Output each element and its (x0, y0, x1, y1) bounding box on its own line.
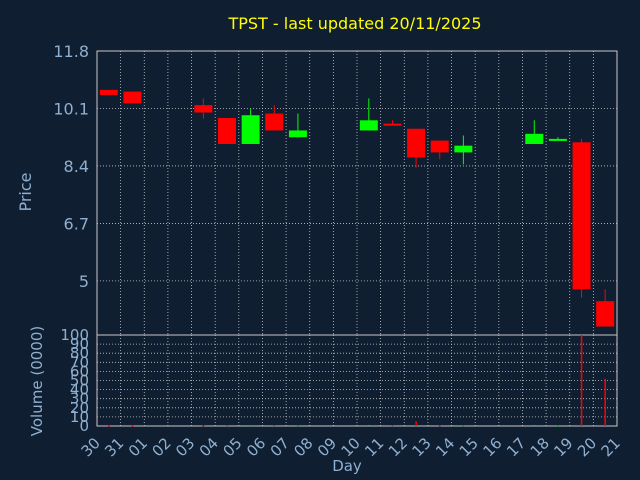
price-grid (96, 50, 618, 336)
candle-body (383, 123, 402, 126)
candlestick (572, 138, 591, 298)
volume-y-tick-label: 70 (70, 353, 89, 371)
candlestick (265, 105, 284, 131)
candle-body (548, 138, 567, 141)
candle-body (194, 105, 213, 113)
candle-body (288, 130, 307, 138)
volume-bar (462, 425, 465, 427)
price-y-tick-label: 10.1 (53, 99, 89, 118)
candlestick (407, 128, 426, 168)
volume-y-tick-label: 90 (70, 335, 89, 353)
price-y-tick-label: 11.8 (53, 42, 89, 61)
volume-y-tick-label: 40 (70, 381, 89, 399)
candle-body (454, 145, 473, 153)
volume-y-tick-label: 10 (70, 408, 89, 426)
candlestick (359, 98, 378, 131)
chart-title: TPST - last updated 20/11/2025 (227, 14, 481, 33)
price-y-tick-label: 6.7 (64, 214, 89, 233)
price-y-tick-label: 5 (79, 272, 89, 291)
volume-axis-label: Volume (0000) (28, 326, 46, 436)
volume-bar (108, 425, 110, 427)
x-axis-label: Day (332, 457, 362, 475)
volume-bar (202, 425, 205, 427)
volume-bar (438, 425, 441, 427)
candlestick (123, 91, 142, 104)
candle-body (265, 113, 284, 131)
candle-body (572, 142, 591, 290)
volume-y-tick-label: 50 (70, 372, 89, 390)
volume-bar (368, 425, 370, 427)
candle-body (596, 301, 615, 327)
volume-bar (391, 425, 394, 427)
volume-y-tick-label: 80 (70, 344, 89, 362)
candle-body (218, 117, 236, 144)
volume-y-tick-label: 30 (70, 390, 89, 408)
candlestick (548, 137, 567, 141)
candle-body (525, 133, 544, 144)
volume-y-tick-label: 100 (60, 326, 89, 344)
candle-body (241, 115, 260, 144)
candlestick (241, 108, 260, 144)
candlestick (596, 289, 615, 327)
candlestick (454, 135, 473, 165)
volume-bar (415, 421, 417, 426)
candle-body (359, 120, 378, 131)
volume-bar (273, 425, 276, 427)
volume-bar (131, 425, 134, 427)
candlestick (218, 117, 236, 144)
volume-bar (580, 335, 583, 426)
volume-bar (533, 425, 536, 427)
volume-bar (226, 425, 228, 427)
candlestick (288, 113, 307, 138)
candlestick (383, 120, 402, 126)
volume-bar (297, 425, 299, 427)
volume-y-tick-label: 20 (70, 399, 89, 417)
candle-body (123, 91, 142, 104)
price-y-tick-label: 8.4 (64, 157, 89, 176)
price-axis-label: Price (16, 172, 35, 211)
price-panel: 11.8 10.1 8.4 6.7 5 Price (16, 42, 618, 336)
volume-y-tick-label: 0 (79, 417, 89, 435)
candlesticks (99, 89, 615, 327)
volume-y-tick-label: 60 (70, 362, 89, 380)
volume-bar (604, 378, 606, 426)
volume-bar (249, 425, 252, 427)
candlestick (194, 98, 213, 119)
price-y-tick-labels: 11.8 10.1 8.4 6.7 5 (53, 42, 89, 291)
candlestick (525, 120, 544, 144)
candle-body (99, 89, 118, 95)
candlestick (430, 140, 449, 160)
candle-body (430, 140, 449, 153)
volume-grid (96, 334, 618, 427)
volume-bars (108, 335, 606, 427)
volume-bar (557, 425, 559, 427)
candle-body (407, 128, 426, 158)
candlestick (99, 89, 118, 95)
